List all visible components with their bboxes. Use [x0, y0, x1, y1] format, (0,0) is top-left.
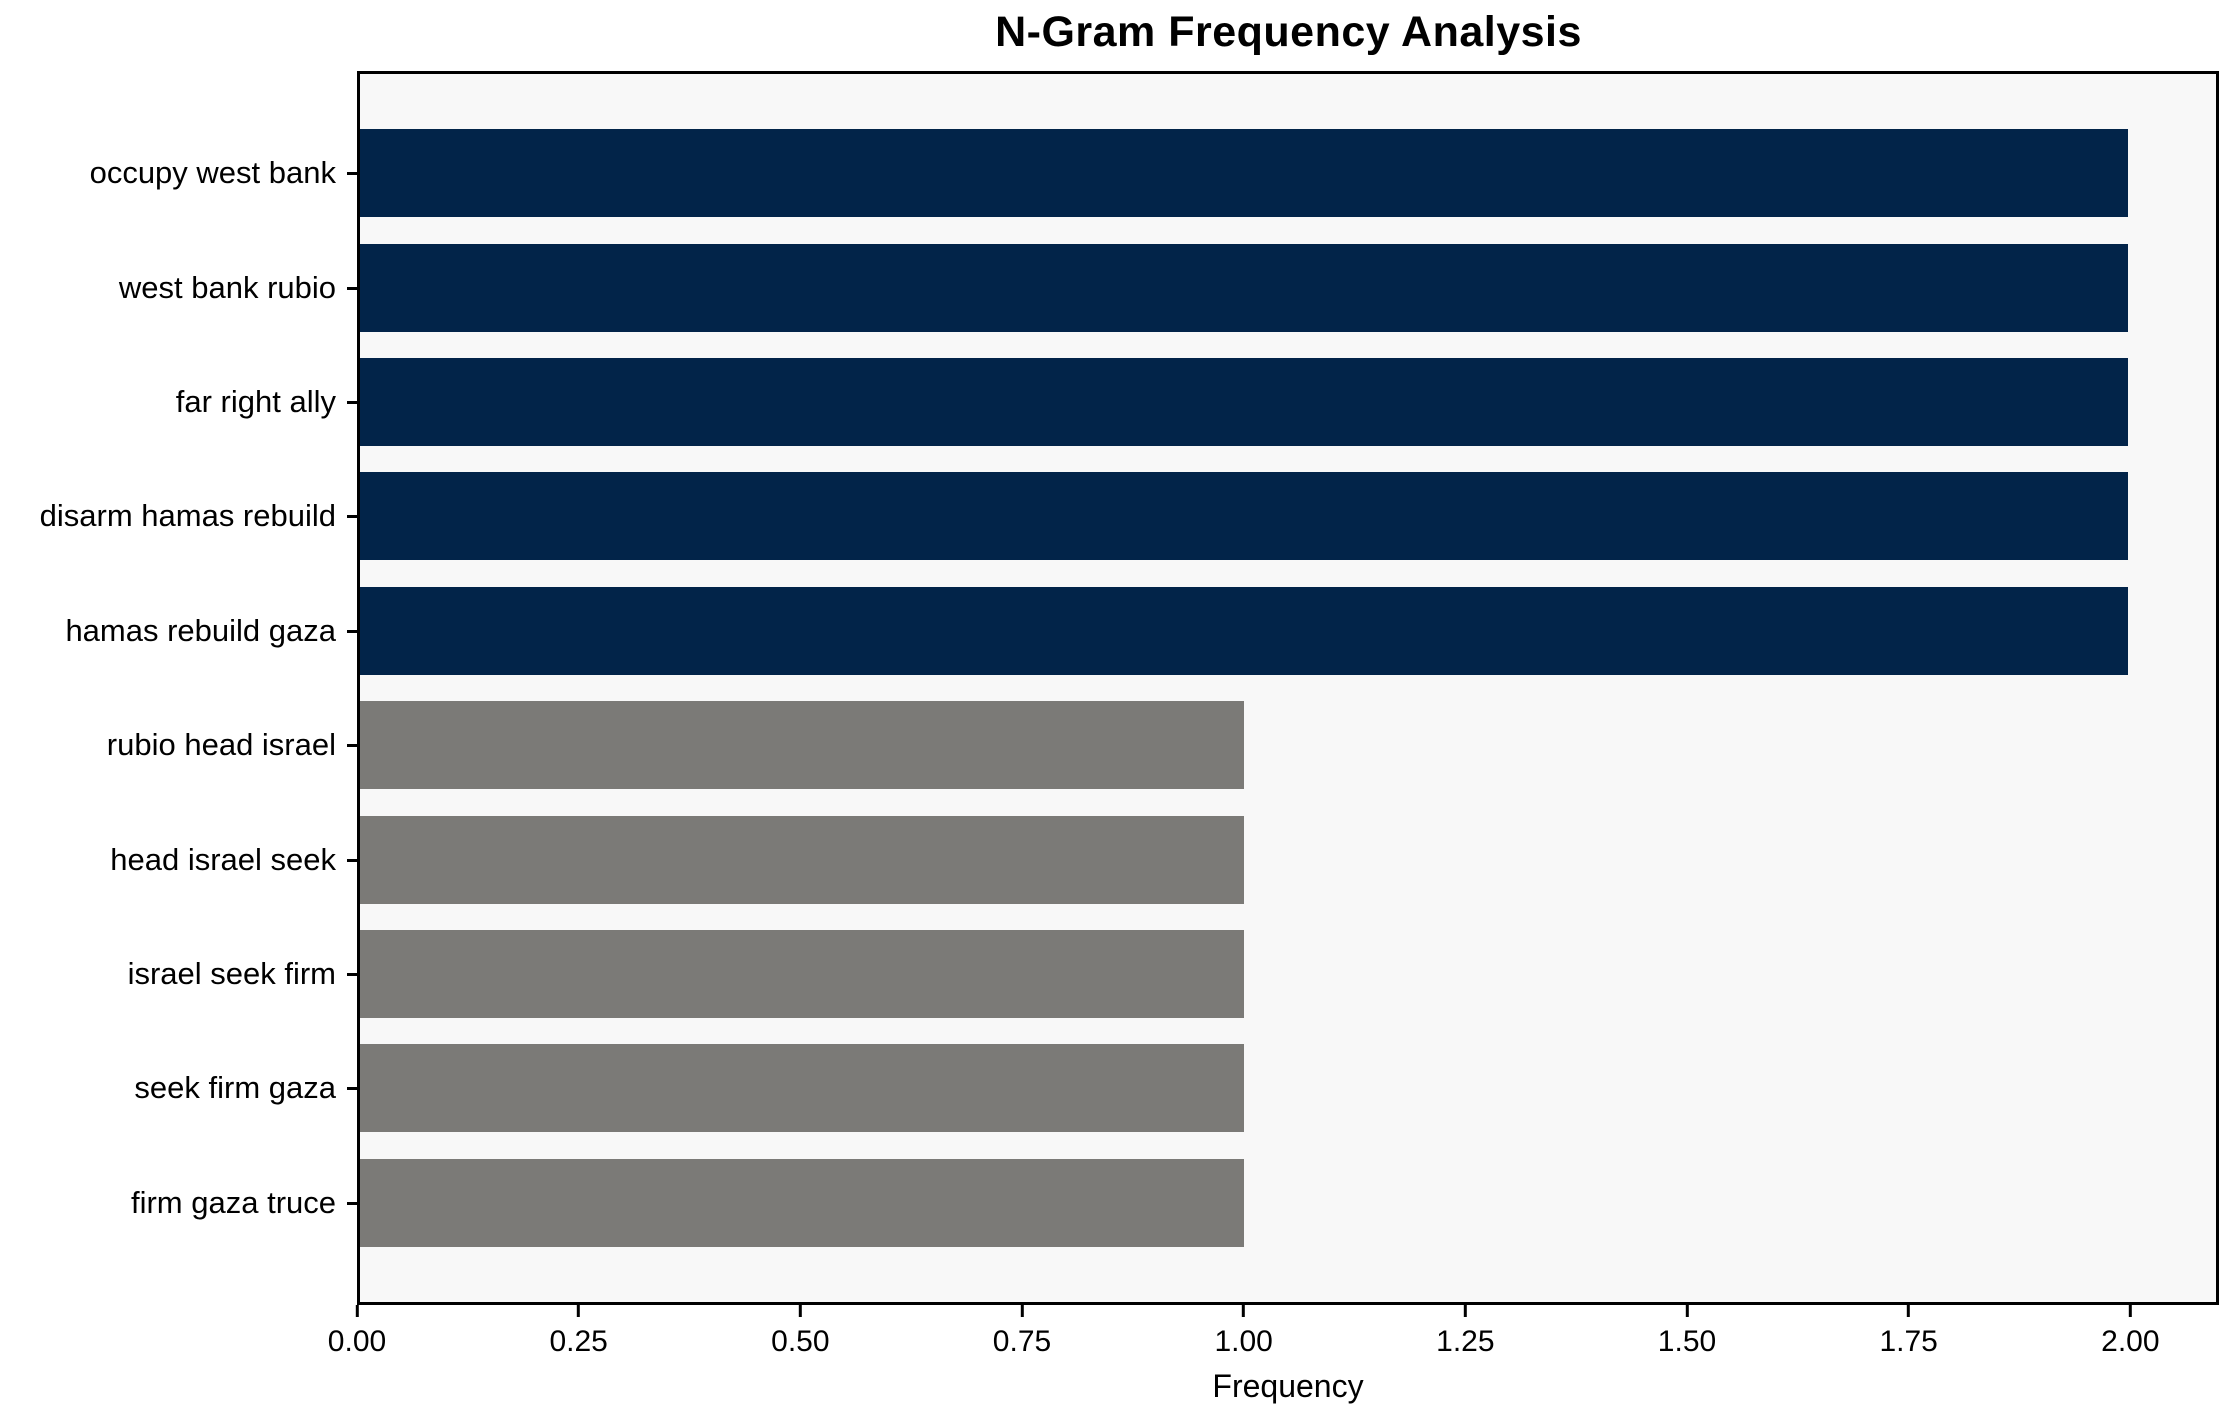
y-tick-label: hamas rebuild gaza	[65, 612, 336, 648]
y-tick-label: rubio head israel	[106, 727, 336, 763]
x-tick-mark	[2128, 1305, 2132, 1317]
x-tick-mark	[1463, 1305, 1467, 1317]
x-tick-mark	[1242, 1305, 1246, 1317]
bar-row: occupy west bank	[90, 116, 2216, 230]
x-tick-label: 0.25	[549, 1325, 608, 1358]
x-tick-mark	[1907, 1305, 1911, 1317]
chart-title: N-Gram Frequency Analysis	[995, 8, 1582, 56]
y-tick-label: seek firm gaza	[134, 1070, 336, 1106]
bar-row: head israel seek	[110, 802, 2216, 916]
x-tick: 1.50	[1658, 1305, 1716, 1359]
bar	[360, 472, 2128, 561]
y-tick-mark	[347, 1087, 357, 1091]
x-tick: 1.75	[1879, 1305, 1938, 1359]
bar	[360, 243, 2128, 332]
x-tick-label: 0.00	[327, 1325, 387, 1358]
x-tick-mark	[1020, 1305, 1024, 1317]
x-tick-label: 0.50	[771, 1325, 830, 1358]
y-tick-label: head israel seek	[110, 841, 336, 877]
bar-row: firm gaza truce	[131, 1146, 2216, 1260]
y-tick-label: far right ally	[175, 384, 336, 420]
x-tick: 0.75	[993, 1305, 1051, 1359]
x-tick-label: 1.00	[1214, 1325, 1273, 1358]
y-tick-mark	[347, 629, 357, 633]
bar	[360, 358, 2128, 447]
bar-row: west bank rubio	[119, 230, 2216, 344]
bar-row: rubio head israel	[107, 688, 2216, 802]
x-tick: 1.25	[1436, 1305, 1495, 1359]
x-tick-mark	[1685, 1305, 1689, 1317]
y-tick-label: israel seek firm	[127, 956, 336, 992]
bar	[360, 129, 2128, 218]
x-tick-label: 1.25	[1436, 1325, 1495, 1358]
bar-row: seek firm gaza	[134, 1031, 2216, 1145]
x-tick-mark	[798, 1305, 802, 1317]
x-tick-label: 2.00	[2101, 1325, 2160, 1358]
y-tick-label: west bank rubio	[118, 269, 336, 305]
y-tick-label: firm gaza truce	[130, 1184, 336, 1220]
x-tick: 0.00	[328, 1305, 386, 1359]
y-tick-mark	[347, 1201, 357, 1205]
bar-row: far right ally	[176, 345, 2216, 459]
bars-container: occupy west bank west bank rubio far right…	[40, 74, 2216, 1302]
y-tick-mark	[347, 744, 357, 748]
bar	[360, 586, 2128, 675]
x-tick: 0.25	[549, 1305, 608, 1359]
x-tick-mark	[577, 1305, 581, 1317]
x-tick-label: 0.75	[992, 1325, 1052, 1358]
bar-row: israel seek firm	[128, 917, 2216, 1031]
y-tick-mark	[347, 515, 357, 519]
bar	[360, 930, 1244, 1019]
bar-row: hamas rebuild gaza	[65, 574, 2216, 688]
x-axis-label: Frequency	[1212, 1368, 1364, 1404]
y-tick-label: occupy west bank	[89, 155, 336, 191]
x-tick-label: 1.75	[1879, 1325, 1938, 1358]
bar	[360, 1044, 1244, 1133]
y-tick-mark	[347, 973, 357, 977]
y-tick-mark	[347, 286, 357, 290]
x-tick: 2.00	[2101, 1305, 2160, 1359]
plot-area: occupy west bank west bank rubio far right…	[40, 71, 2219, 1305]
y-tick-label: disarm hamas rebuild	[39, 498, 336, 534]
x-axis: 0.00 0.25 0.50 0.75 1.00 1.25 1.50 1.75 2.00	[328, 1305, 2219, 1385]
y-tick-mark	[347, 172, 357, 176]
y-tick-mark	[347, 858, 357, 862]
x-tick: 1.00	[1214, 1305, 1273, 1359]
bar	[360, 701, 1244, 790]
x-tick: 0.50	[771, 1305, 830, 1359]
bar-row: disarm hamas rebuild	[40, 459, 2216, 573]
bar	[360, 1158, 1244, 1247]
x-tick-mark	[355, 1305, 359, 1317]
y-tick-mark	[347, 401, 357, 405]
bar	[360, 815, 1244, 904]
x-tick-label: 1.50	[1657, 1325, 1717, 1358]
